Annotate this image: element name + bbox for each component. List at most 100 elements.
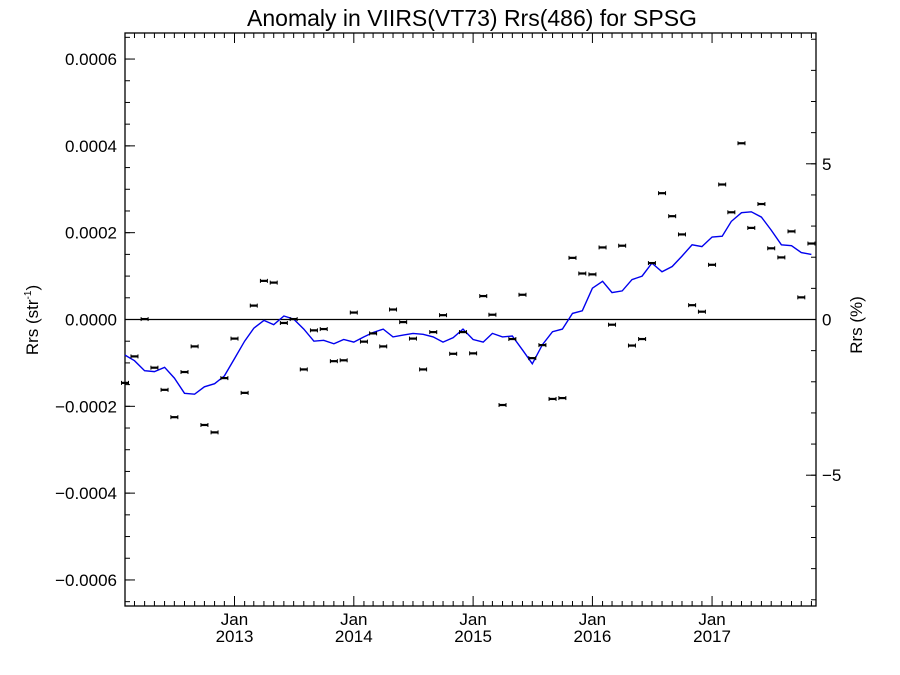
data-point bbox=[160, 387, 169, 392]
data-point bbox=[737, 141, 746, 146]
data-point bbox=[588, 272, 597, 277]
data-point bbox=[369, 331, 378, 336]
data-point bbox=[279, 320, 288, 325]
data-point bbox=[190, 344, 199, 349]
data-point bbox=[299, 367, 308, 372]
data-point bbox=[399, 320, 408, 325]
x-tick-year-label: 2014 bbox=[335, 627, 373, 646]
x-tick-year-label: 2015 bbox=[454, 627, 492, 646]
data-point bbox=[488, 312, 497, 317]
data-point bbox=[718, 182, 727, 187]
y-axis-label-close: ) bbox=[23, 285, 42, 291]
x-tick-year-label: 2013 bbox=[216, 627, 254, 646]
data-point bbox=[150, 365, 159, 370]
data-point bbox=[140, 317, 149, 322]
data-point bbox=[647, 261, 656, 266]
data-point bbox=[697, 309, 706, 314]
data-point bbox=[210, 430, 219, 435]
x-tick-month-label: Jan bbox=[698, 610, 725, 629]
data-point bbox=[658, 191, 667, 196]
y-axis-label: Rrs (str-1) bbox=[23, 285, 42, 355]
data-point bbox=[598, 245, 607, 250]
line-series bbox=[124, 211, 812, 395]
data-point bbox=[518, 292, 527, 297]
data-point bbox=[608, 322, 617, 327]
data-point bbox=[807, 241, 816, 246]
data-point bbox=[419, 367, 428, 372]
data-point bbox=[249, 303, 258, 308]
y2-tick-label: 5 bbox=[822, 155, 831, 174]
data-point bbox=[548, 396, 557, 401]
data-point bbox=[538, 343, 547, 348]
y-axis-label-main: Rrs (str bbox=[23, 299, 42, 355]
data-point bbox=[449, 351, 458, 356]
data-point bbox=[638, 337, 647, 342]
data-point bbox=[528, 356, 537, 361]
data-point bbox=[289, 317, 298, 322]
data-point bbox=[767, 246, 776, 251]
y-tick-label: −0.0002 bbox=[55, 397, 117, 416]
data-point bbox=[269, 280, 278, 285]
data-point bbox=[469, 351, 478, 356]
y-tick-label: 0.0000 bbox=[65, 311, 117, 330]
y-axis-label-sup: -1 bbox=[23, 290, 34, 299]
y-tick-label: 0.0002 bbox=[65, 224, 117, 243]
y-tick-label: 0.0006 bbox=[65, 50, 117, 69]
data-point bbox=[439, 313, 448, 318]
y-tick-label: −0.0006 bbox=[55, 571, 117, 590]
data-point bbox=[677, 232, 686, 237]
data-point bbox=[309, 328, 318, 333]
data-point bbox=[787, 229, 796, 234]
data-point bbox=[558, 396, 567, 401]
data-point bbox=[130, 354, 139, 359]
data-point bbox=[429, 330, 438, 335]
x-tick-month-label: Jan bbox=[579, 610, 606, 629]
x-tick-year-label: 2016 bbox=[574, 627, 612, 646]
data-point bbox=[339, 358, 348, 363]
x-tick-month-label: Jan bbox=[340, 610, 367, 629]
data-point bbox=[230, 336, 239, 341]
x-tick-month-label: Jan bbox=[459, 610, 486, 629]
data-point bbox=[797, 295, 806, 300]
running-mean-line bbox=[124, 211, 812, 395]
data-point bbox=[708, 262, 717, 267]
data-point bbox=[408, 336, 417, 341]
data-point bbox=[220, 376, 229, 381]
data-point bbox=[359, 339, 368, 344]
y2-tick-label: −5 bbox=[822, 466, 841, 485]
y2-tick-label: 0 bbox=[822, 311, 831, 330]
data-point bbox=[568, 255, 577, 260]
x-tick-month-label: Jan bbox=[221, 610, 248, 629]
data-point bbox=[379, 344, 388, 349]
data-point bbox=[757, 202, 766, 207]
data-point bbox=[618, 243, 627, 248]
data-point bbox=[727, 210, 736, 215]
data-point bbox=[389, 307, 398, 312]
chart-title: Anomaly in VIIRS(VT73) Rrs(486) for SPSG bbox=[247, 5, 697, 31]
data-point bbox=[319, 327, 328, 332]
data-point bbox=[777, 255, 786, 260]
data-point bbox=[349, 310, 358, 315]
y2-axis-label: Rrs (%) bbox=[847, 296, 866, 354]
y-tick-label: −0.0004 bbox=[55, 484, 117, 503]
point-series bbox=[121, 141, 816, 435]
data-point bbox=[688, 303, 697, 308]
ticks: 0.0006 0.0004 0.0002 0.0000 −0.0002 −0.0004 −0… bbox=[55, 33, 841, 646]
data-point bbox=[508, 337, 517, 342]
y-tick-label: 0.0004 bbox=[65, 137, 117, 156]
data-point bbox=[259, 278, 268, 283]
data-point bbox=[498, 403, 507, 408]
data-point bbox=[479, 294, 488, 299]
data-point bbox=[180, 370, 189, 375]
data-point bbox=[747, 225, 756, 230]
data-point bbox=[200, 422, 209, 427]
data-point bbox=[458, 330, 467, 335]
data-point bbox=[668, 214, 677, 219]
data-point bbox=[240, 390, 249, 395]
data-point bbox=[170, 415, 179, 420]
data-point bbox=[121, 380, 129, 385]
data-point bbox=[627, 343, 636, 348]
data-point bbox=[329, 359, 338, 364]
x-tick-year-label: 2017 bbox=[693, 627, 731, 646]
